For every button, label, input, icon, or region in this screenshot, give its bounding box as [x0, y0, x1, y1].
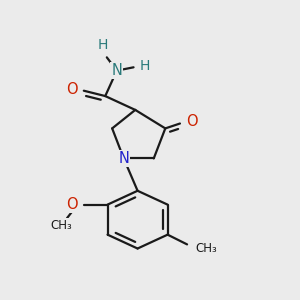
- Text: N: N: [118, 151, 129, 166]
- Text: O: O: [186, 114, 198, 129]
- Text: N: N: [111, 63, 122, 78]
- Text: O: O: [66, 82, 77, 97]
- Text: O: O: [66, 197, 77, 212]
- Text: H: H: [140, 59, 150, 73]
- Text: CH₃: CH₃: [50, 219, 72, 232]
- Text: H: H: [98, 38, 108, 52]
- Text: CH₃: CH₃: [195, 242, 217, 255]
